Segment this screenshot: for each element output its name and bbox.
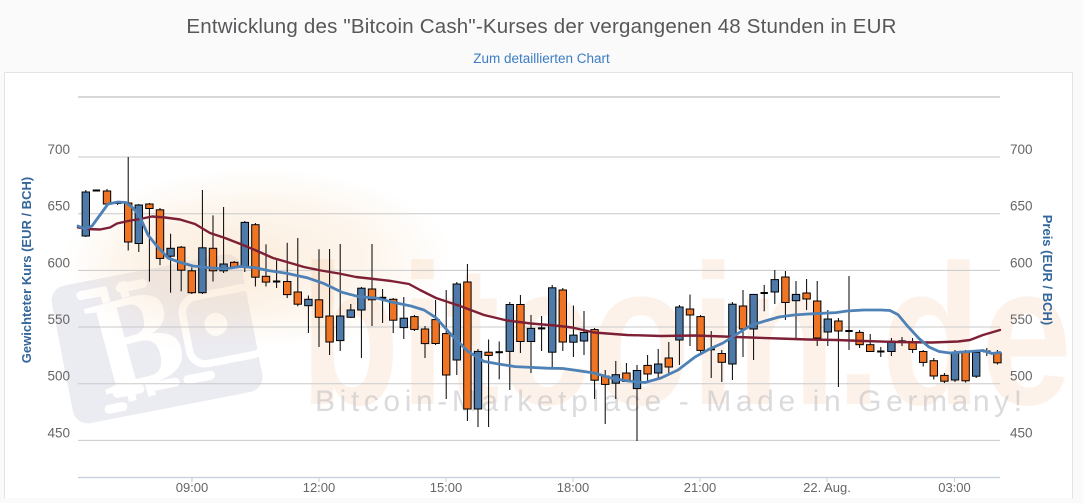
svg-text:09:00: 09:00 — [176, 480, 209, 495]
svg-text:700: 700 — [47, 142, 70, 157]
svg-text:600: 600 — [1010, 255, 1033, 270]
svg-text:12:00: 12:00 — [303, 480, 336, 495]
svg-text:Bitcoin-Marketplace - Made in: Bitcoin-Marketplace - Made in Germany! — [315, 385, 1027, 418]
svg-text:22. Aug.: 22. Aug. — [803, 480, 851, 495]
svg-text:500: 500 — [1010, 369, 1033, 384]
svg-text:450: 450 — [47, 425, 70, 440]
svg-text:550: 550 — [47, 312, 70, 327]
svg-text:600: 600 — [47, 255, 70, 270]
svg-text:550: 550 — [1010, 312, 1033, 327]
svg-text:450: 450 — [1010, 425, 1033, 440]
svg-text:Gewichteter Kurs (EUR / BCH): Gewichteter Kurs (EUR / BCH) — [19, 177, 34, 363]
svg-text:21:00: 21:00 — [684, 480, 717, 495]
svg-text:Preis (EUR / BCH): Preis (EUR / BCH) — [1040, 215, 1055, 326]
svg-text:18:00: 18:00 — [557, 480, 590, 495]
svg-text:700: 700 — [1010, 142, 1033, 157]
svg-text:15:00: 15:00 — [430, 480, 463, 495]
svg-text:03:00: 03:00 — [938, 480, 971, 495]
svg-text:650: 650 — [47, 199, 70, 214]
svg-text:500: 500 — [47, 369, 70, 384]
svg-text:650: 650 — [1010, 199, 1033, 214]
